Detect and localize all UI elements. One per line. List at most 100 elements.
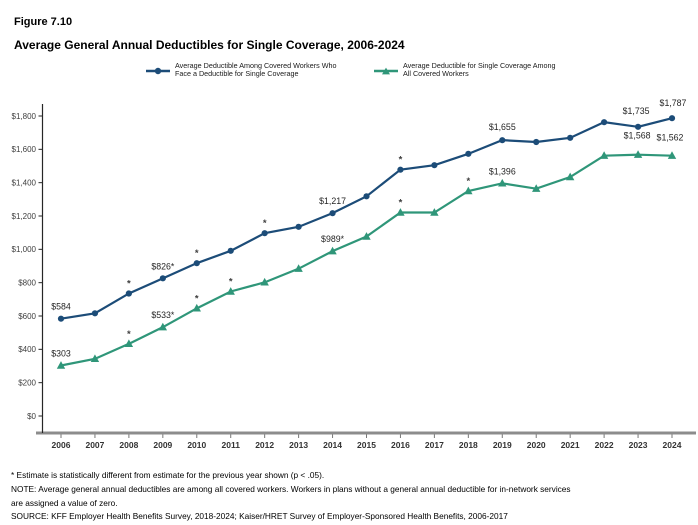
x-tick-label: 2017 <box>425 440 444 450</box>
legend-label: Average Deductible Among Covered Workers… <box>175 62 337 77</box>
data-point-marker <box>294 264 303 272</box>
x-tick-label: 2012 <box>255 440 274 450</box>
legend-label-line: All Covered Workers <box>403 68 469 78</box>
data-point-marker <box>599 151 609 159</box>
footnote-note-line-1: NOTE: Average general annual deductibles… <box>11 483 571 494</box>
data-point-marker <box>91 310 99 317</box>
data-label: $533* <box>151 310 175 320</box>
data-point-marker <box>363 193 370 200</box>
significance-asterisk: * <box>263 218 267 229</box>
y-tick-label: $200 <box>18 378 36 387</box>
data-label: $1,787 <box>660 98 687 108</box>
significance-asterisk: * <box>399 155 403 166</box>
data-point-marker <box>158 322 168 331</box>
series-line <box>60 153 673 367</box>
legend-label: Average Deductible for Single Coverage A… <box>403 62 556 77</box>
y-tick-label: $1,000 <box>12 245 37 254</box>
legend-triangle-marker-icon <box>374 67 398 75</box>
data-point-marker <box>90 354 100 363</box>
y-tick-label: $1,400 <box>12 178 37 187</box>
y-tick-label: $1,200 <box>12 212 37 221</box>
data-point-marker <box>125 290 132 297</box>
x-tick-label: 2018 <box>459 440 478 450</box>
x-tick-label: 2008 <box>119 440 138 450</box>
significance-asterisk: * <box>127 329 131 340</box>
data-point-marker <box>567 134 574 141</box>
data-label: $1,217 <box>319 196 346 206</box>
footnotes: * Estimate is statistically different fr… <box>11 469 695 524</box>
page-title: Average General Annual Deductibles for S… <box>14 38 405 52</box>
series-line <box>60 117 673 320</box>
data-point-marker <box>430 208 439 216</box>
data-point-marker <box>465 150 472 157</box>
significance-asterisk: * <box>127 279 131 290</box>
data-point-marker <box>533 138 540 146</box>
data-point-marker <box>601 119 608 126</box>
data-point-marker <box>328 246 337 255</box>
data-point-marker <box>362 232 371 240</box>
data-point-marker <box>667 151 677 159</box>
legend-label-line: Face a Deductible for Single Coverage <box>175 68 299 78</box>
data-point-marker <box>565 172 575 181</box>
data-point-marker <box>124 339 134 348</box>
x-tick-label: 2007 <box>85 440 104 450</box>
data-point-marker <box>532 184 541 192</box>
deductibles-line-chart: 2006 2007 2008 2009 2010 2011 2012 2013 2014 2015… <box>12 98 696 450</box>
footnote-note-line-2: are assigned a value of zero. <box>11 497 118 508</box>
data-point-marker <box>633 150 643 158</box>
data-point-marker <box>499 137 506 144</box>
x-tick-label: 2009 <box>153 440 172 450</box>
footnote-source: SOURCE: KFF Employer Health Benefits Sur… <box>11 511 508 522</box>
data-point-marker <box>226 287 235 295</box>
data-label: $303 <box>51 349 71 359</box>
x-tick-label: 2023 <box>629 440 648 450</box>
y-tick-label: $400 <box>18 345 36 354</box>
significance-asterisk: * <box>466 176 470 187</box>
legend-circle-marker-icon <box>146 67 170 75</box>
x-tick-label: 2015 <box>357 440 376 450</box>
data-point-marker <box>295 223 302 230</box>
data-point-marker <box>397 166 404 173</box>
x-tick-label: 2024 <box>663 440 682 450</box>
legend-item-all-covered-workers: Average Deductible for Single Coverage A… <box>374 62 556 77</box>
x-axis-line <box>36 431 696 435</box>
data-point-marker <box>329 210 336 217</box>
data-label: $1,735 <box>623 106 650 116</box>
data-point-marker <box>57 315 65 322</box>
data-label: $584 <box>51 302 71 312</box>
x-tick-label: 2011 <box>221 440 240 450</box>
y-tick-label: $0 <box>27 412 36 421</box>
data-label: $1,562 <box>657 133 684 143</box>
data-point-marker <box>634 123 642 130</box>
x-tick-label: 2014 <box>323 440 342 450</box>
legend-label-line: Average Deductible for Single Coverage A… <box>403 61 556 70</box>
data-label: $1,655 <box>489 122 516 132</box>
data-point-marker <box>431 162 438 169</box>
data-label: $989* <box>321 234 345 244</box>
x-tick-label: 2020 <box>527 440 546 450</box>
x-tick-label: 2013 <box>289 440 308 450</box>
x-tick-label: 2019 <box>493 440 512 450</box>
x-tick-label: 2021 <box>561 440 580 450</box>
data-point-marker <box>260 277 269 286</box>
data-point-marker <box>193 260 200 267</box>
x-tick-label: 2022 <box>595 440 614 450</box>
significance-asterisk: * <box>195 293 199 304</box>
data-label: $1,568 <box>624 131 651 141</box>
significance-asterisk: * <box>195 248 199 259</box>
data-point-marker <box>159 275 166 282</box>
data-point-marker <box>498 178 507 187</box>
data-label: $826* <box>151 261 175 271</box>
legend-item-faced-deductible: Average Deductible Among Covered Workers… <box>146 62 337 77</box>
footnote-asterisk-definition: * Estimate is statistically different fr… <box>11 470 325 480</box>
significance-asterisk: * <box>229 277 233 288</box>
y-tick-label: $1,600 <box>12 145 37 154</box>
data-point-marker <box>227 247 234 254</box>
y-tick-label: $800 <box>18 278 36 287</box>
data-point-marker <box>56 361 66 369</box>
significance-asterisk: * <box>399 198 403 209</box>
data-point-marker <box>261 230 268 237</box>
data-point-marker <box>396 208 405 216</box>
data-point-marker <box>464 186 473 195</box>
data-label: $1,396 <box>489 166 516 176</box>
